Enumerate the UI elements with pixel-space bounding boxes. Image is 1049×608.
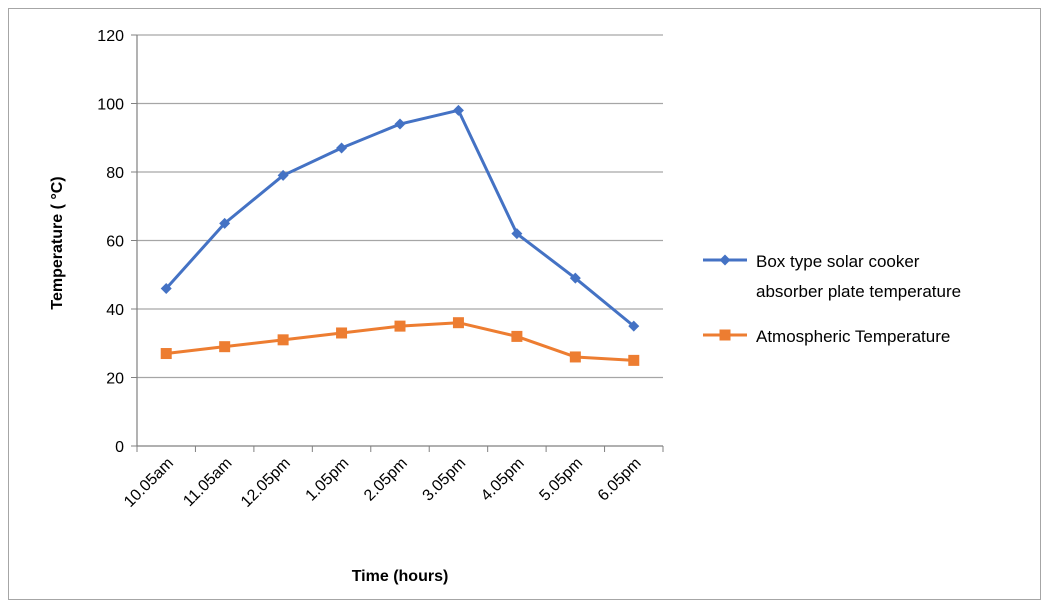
axes [131,34,664,452]
data-point-marker [511,330,523,342]
legend-label: Atmospheric Temperature [756,327,950,346]
y-tick-label: 40 [106,302,124,319]
x-tick-label: 12.05pm [238,455,294,511]
data-point-marker [719,329,731,341]
data-point-marker [277,169,289,181]
y-tick-label: 20 [106,371,124,388]
legend-entry-1: Box type solar cooker absorber plate temp… [703,252,961,301]
y-tick-label: 60 [106,234,124,251]
x-tick-label: 11.05am [180,455,235,510]
data-point-marker [219,217,231,229]
data-point-marker [452,317,464,329]
x-tick-label: 5.05pm [536,455,586,505]
data-point-marker [719,254,731,266]
x-tick-label: 1.05pm [303,455,353,505]
y-tick-labels: 0 20 40 60 80 100 120 [97,28,124,456]
x-tick-label: 4.05pm [478,455,528,505]
x-axis-title: Time (hours) [352,568,449,585]
x-tick-label: 10.05am [121,455,177,511]
data-point-marker [569,272,581,284]
legend-label: Box type solar cooker [756,252,920,271]
series-line [165,108,635,328]
legend-entry-2: Atmospheric Temperature [703,327,950,346]
series-2 [160,317,640,366]
data-point-marker [394,118,406,130]
y-tick-label: 0 [115,439,124,456]
data-point-marker [277,334,289,346]
data-point-marker [219,341,231,353]
data-point-marker [628,320,640,332]
data-point-marker [452,104,464,116]
data-point-marker [336,327,348,339]
y-tick-label: 100 [97,97,124,114]
data-point-marker [394,320,406,332]
y-axis-title: Temperature ( °C) [49,176,66,309]
legend-label: absorber plate temperature [756,282,961,301]
series-group [160,104,640,366]
y-tick-label: 120 [97,28,124,45]
chart-frame [8,8,1041,600]
x-tick-label: 3.05pm [420,455,470,505]
x-tick-label: 6.05pm [595,455,645,505]
gridlines [137,34,663,379]
data-point-marker [511,228,523,240]
data-point-marker [160,282,172,294]
x-tick-label: 2.05pm [361,455,411,505]
data-point-marker [628,354,640,366]
x-tick-labels: 10.05am 11.05am 12.05pm 1.05pm 2.05pm 3.05pm 4… [121,455,645,511]
data-point-marker [569,351,581,363]
data-point-marker [336,142,348,154]
data-point-marker [160,348,172,360]
legend: Box type solar cooker absorber plate temp… [703,252,961,346]
y-tick-label: 80 [106,165,124,182]
series-1 [160,104,640,332]
